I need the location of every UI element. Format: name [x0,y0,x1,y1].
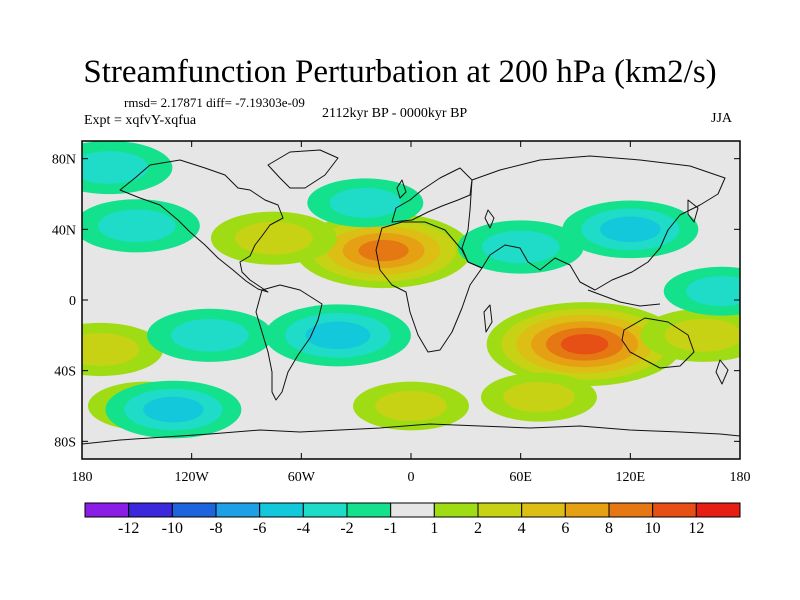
experiment-label: Expt = xqfvY-xqfua [84,113,197,128]
lon-tick-label: 60W [288,470,316,485]
colorbar-swatch [302,502,348,518]
uk-coast [396,179,407,199]
australia-coast [621,317,695,369]
colorbar-swatch [521,502,566,518]
anomaly-15 [307,178,424,228]
anomaly-10 [105,380,242,439]
contour-band [600,216,661,243]
plot-title: Streamfunction Perturbation at 200 hPa (… [83,54,717,90]
lat-tick-label: 40N [52,223,76,238]
colorbar-label: 4 [518,520,526,537]
anomaly-0 [295,212,472,289]
longitude-axis: 180 120W 60W 0 60E 120E 180 [72,141,751,485]
period-label: 2112kyr BP - 0000kyr BP [322,106,468,121]
colorbar-swatch [477,502,523,518]
anomaly-9 [146,308,273,362]
south-america-coast [255,284,323,401]
colorbar-label: 6 [561,520,569,537]
lat-tick-label: 0 [69,294,76,309]
japan-coast [687,199,699,223]
anomaly-6 [82,322,164,377]
lat-tick-label: 40S [54,365,76,380]
colorbar-label: -1 [384,520,397,537]
anomaly-14 [82,141,173,195]
contour-band [143,396,204,423]
colorbar-label: -6 [253,520,266,537]
colorbar-label: 10 [645,520,661,537]
colorbar-swatch [564,502,610,518]
colorbar: -12 -10 -8 -6 -4 -2 -1 1 2 4 6 8 10 12 [84,502,741,537]
north-america-coast [119,159,284,293]
anomaly-2 [486,302,683,387]
contour-band [481,230,560,264]
anomaly-7 [640,308,740,362]
contour-band [82,151,149,184]
greenland-coast [267,149,339,189]
anomaly-12 [562,200,699,259]
colorbar-label: 2 [474,520,482,537]
contour-band [686,276,740,307]
lat-tick-label: 80S [54,435,76,450]
lon-tick-label: 60E [509,470,532,485]
colorbar-label: -10 [162,520,183,537]
contour-band [98,209,176,243]
anomaly-3 [480,372,597,422]
colorbar-swatch [215,502,261,518]
indonesia-coast [587,289,661,307]
new-zealand-coast [715,359,729,385]
colorbar-swatch [390,502,435,518]
antarctica-coast [82,423,740,445]
season-label: JJA [711,111,733,126]
lon-tick-label: 180 [72,470,93,485]
lat-tick-label: 80N [52,153,76,168]
contour-band [171,318,249,352]
stats-text: rmsd= 2.17871 diff= -7.19303e-09 [124,95,305,110]
colorbar-label: -8 [209,520,222,537]
colorbar-swatch [608,502,654,518]
colorbar-swatch [652,502,697,518]
contour-field [82,141,740,459]
anomaly-4 [353,381,469,431]
contour-band [664,318,740,352]
anomaly-8 [264,304,411,367]
colorbar-swatch [128,502,173,518]
africa-coast [375,221,483,353]
coastlines [82,149,740,445]
contour-band [358,239,409,262]
latitude-axis: 80N 40N 0 40S 80S [52,153,740,450]
caspian-coast [484,209,495,229]
contour-band [305,321,371,350]
lon-tick-label: 180 [730,470,751,485]
contour-band [560,333,609,355]
asia-coast [461,155,726,291]
contour-band [329,187,402,218]
colorbar-swatch [84,502,130,518]
contour-band [235,221,313,255]
colorbar-label: 1 [430,520,438,537]
colorbar-swatch [259,502,304,518]
anomaly-13 [82,199,200,253]
lon-tick-label: 120W [175,470,210,485]
madagascar-coast [483,304,493,333]
colorbar-swatch [346,502,392,518]
colorbar-swatch [695,502,741,518]
contour-band [503,382,575,413]
colorbar-label: -4 [297,520,310,537]
colorbar-swatch [433,502,479,518]
colorbar-label: -2 [340,520,353,537]
colorbar-label: 8 [605,520,613,537]
contour-band [375,391,447,421]
contour-band [82,333,140,366]
anomaly-1 [210,211,337,265]
colorbar-label: 12 [688,520,704,537]
colorbar-swatch [171,502,217,518]
colorbar-label: -12 [118,520,139,537]
lon-tick-label: 0 [408,470,415,485]
lon-tick-label: 120E [616,470,646,485]
anomaly-16 [663,266,740,316]
